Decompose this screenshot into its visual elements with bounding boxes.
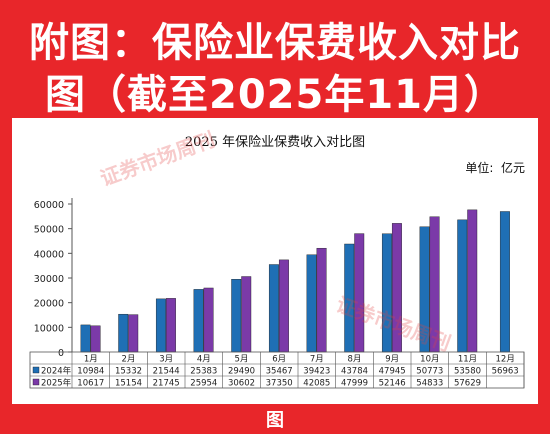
unit-label: 单位: 亿元 (465, 160, 525, 175)
data-label: 50773 (416, 367, 443, 377)
legend-label: 2025年 (41, 378, 72, 389)
bar-2024 (499, 211, 510, 353)
x-tick-label: 7月 (310, 355, 324, 365)
data-label: 29490 (228, 367, 255, 377)
chart-title: 2025 年保险业保费收入对比图 (185, 135, 365, 150)
legend-label: 2024年 (41, 366, 72, 377)
bar-2025 (278, 259, 289, 353)
x-tick-label: 9月 (385, 355, 399, 365)
bar-2025 (467, 209, 478, 353)
bar-2024 (80, 324, 91, 353)
bar-2024 (457, 219, 468, 353)
data-table: 1月 10984 10617 2月 15332 15154 3月 21544 21745 4月 25… (29, 351, 525, 389)
bar-2024 (306, 254, 317, 353)
x-tick-label: 10月 (420, 355, 439, 365)
data-label: 25954 (190, 379, 217, 389)
data-label: 15154 (115, 379, 142, 389)
bar-2025 (90, 325, 101, 353)
footer-label: 图 (266, 410, 284, 431)
data-label: 25383 (190, 367, 217, 377)
data-label: 56963 (492, 367, 519, 377)
y-tick-label: 60000 (34, 200, 64, 211)
bar-2025 (241, 276, 252, 353)
x-tick-label: 8月 (348, 355, 362, 365)
data-label: 39423 (303, 367, 330, 377)
data-label: 43784 (341, 367, 368, 377)
bar-2024 (268, 264, 279, 353)
legend-swatch (32, 378, 40, 386)
data-label: 47945 (379, 367, 406, 377)
legend-swatch (32, 366, 40, 374)
headline-line-2: 图（截至2025年11月） (45, 72, 505, 118)
data-label: 47999 (341, 379, 368, 389)
x-tick-label: 11月 (458, 355, 477, 365)
headline-line-1: 附图：保险业保费收入对比 (29, 20, 521, 66)
data-label: 57629 (454, 379, 481, 389)
y-tick-label: 20000 (34, 299, 64, 310)
data-label: 15332 (115, 367, 142, 377)
bar-2025 (165, 298, 176, 353)
footer: 图 (0, 404, 550, 434)
data-label: 53580 (454, 367, 481, 377)
bar-2025 (316, 247, 327, 353)
data-label: 21544 (153, 367, 180, 377)
x-tick-label: 4月 (197, 355, 211, 365)
y-tick-label: 50000 (34, 225, 64, 236)
x-tick-label: 6月 (272, 355, 286, 365)
x-tick-label: 2月 (122, 355, 136, 365)
data-label: 35467 (266, 367, 293, 377)
data-label: 37350 (266, 379, 293, 389)
bar-2024 (193, 289, 204, 353)
x-tick-label: 3月 (159, 355, 173, 365)
data-label: 42085 (303, 379, 330, 389)
data-label: 21745 (153, 379, 180, 389)
y-tick-label: 30000 (34, 274, 64, 285)
bar-2024 (118, 313, 129, 353)
bar-2024 (231, 279, 242, 353)
bar-2025 (203, 287, 214, 353)
x-tick-label: 5月 (235, 355, 249, 365)
bar-2025 (128, 314, 139, 353)
bars (80, 209, 510, 353)
x-tick-label: 12月 (496, 355, 515, 365)
chart: 2025 年保险业保费收入对比图 单位: 亿元 0 10000 20000 30000… (29, 135, 525, 389)
bar-2024 (155, 298, 166, 353)
data-label: 10617 (77, 379, 104, 389)
x-tick-label: 1月 (84, 355, 98, 365)
data-label: 10984 (77, 367, 104, 377)
y-tick-label: 40000 (34, 249, 64, 260)
chart-panel: 2025 年保险业保费收入对比图 单位: 亿元 0 10000 20000 30000… (12, 118, 538, 404)
data-label: 30602 (228, 379, 255, 389)
data-label: 54833 (416, 379, 443, 389)
data-label: 52146 (379, 379, 406, 389)
y-axis: 0 10000 20000 30000 40000 50000 60000 (34, 198, 73, 359)
header: 附图：保险业保费收入对比 图（截至2025年11月） (0, 0, 550, 118)
y-tick-label: 10000 (34, 323, 64, 334)
y-tick-label: 0 (58, 348, 64, 359)
